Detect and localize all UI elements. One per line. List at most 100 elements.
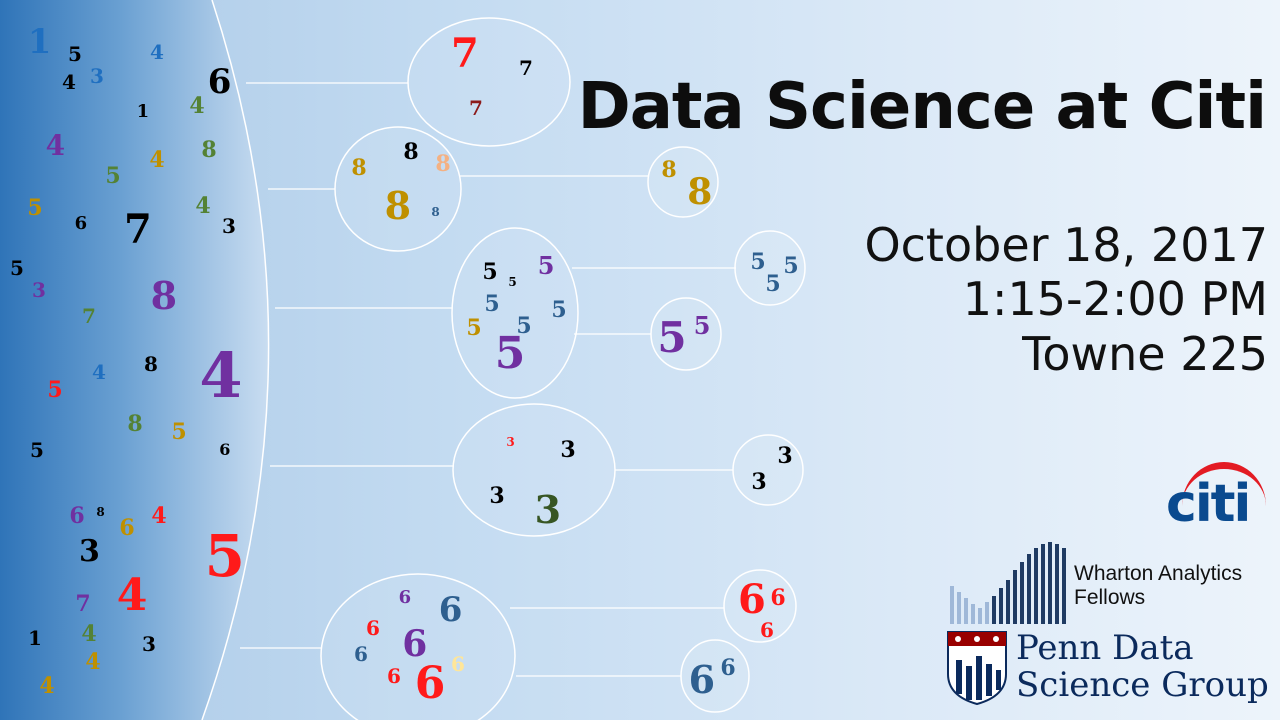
penn-line1: Penn Data: [1016, 628, 1194, 668]
scatter-digit-3: 3: [90, 64, 104, 88]
cluster-digit-8: 8: [661, 157, 677, 183]
scatter-digit-8: 8: [144, 352, 158, 376]
cluster-digit-5: 5: [783, 253, 799, 279]
event-location: Towne 225: [1022, 326, 1268, 381]
cluster-digit-6: 6: [738, 576, 766, 623]
wharton-logo-text: Wharton Analytics Fellows: [1074, 562, 1242, 610]
scatter-digit-1: 1: [136, 101, 150, 122]
scatter-digit-3: 3: [142, 632, 156, 656]
scatter-digit-6: 6: [74, 213, 88, 234]
cluster-digit-5: 5: [484, 291, 500, 317]
scatter-digit-5: 5: [68, 42, 82, 66]
citi-arc-icon: [1182, 462, 1266, 506]
cluster-digit-6: 6: [414, 658, 446, 709]
penn-line2: Science Group: [1016, 664, 1269, 705]
cluster-digit-7: 7: [519, 56, 533, 80]
scatter-digit-3: 3: [79, 534, 100, 569]
cluster-digit-5: 5: [494, 328, 526, 379]
cluster-digit-5: 5: [537, 251, 555, 280]
scatter-digit-5: 5: [47, 377, 63, 403]
cluster-digit-8: 8: [403, 139, 419, 165]
cluster-digit-6: 6: [387, 664, 401, 688]
cluster-digit-5: 5: [657, 313, 687, 362]
cluster-digit-5: 5: [482, 259, 498, 285]
scatter-digit-4: 4: [150, 40, 164, 64]
penn-logo-text: Penn Data Science Group: [1016, 630, 1269, 703]
scatter-digit-5: 5: [204, 522, 245, 590]
wharton-line1: Wharton Analytics: [1074, 562, 1243, 585]
citi-logo: citi: [1160, 460, 1280, 540]
cluster-digit-3: 3: [489, 483, 505, 509]
cluster-digit-5: 5: [508, 275, 517, 289]
scatter-digit-4: 4: [195, 193, 211, 219]
cluster-digit-6: 6: [720, 655, 736, 681]
scatter-digit-3: 3: [32, 278, 46, 302]
wharton-line2: Fellows: [1074, 586, 1146, 610]
scatter-digit-6: 6: [119, 515, 135, 541]
cluster-digit-3: 3: [777, 443, 793, 469]
event-details: October 18, 2017 1:15-2:00 PM Towne 225: [864, 218, 1268, 381]
scatter-digit-4: 4: [39, 673, 55, 699]
cluster-digit-6: 6: [438, 590, 463, 630]
source-pool-edge: [201, 0, 270, 720]
cluster-digit-6: 6: [366, 616, 380, 640]
cluster-digit-5: 5: [693, 311, 711, 340]
slide-title: Data Science at Citi: [577, 70, 1267, 144]
cluster-5b-sub-circle: [650, 297, 722, 371]
scatter-digit-4: 4: [116, 570, 148, 621]
tree-connectors: [240, 82, 736, 677]
cluster-digit-8: 8: [384, 183, 412, 228]
scatter-digit-5: 5: [105, 163, 121, 189]
cluster-5-circle: [451, 227, 579, 399]
cluster-3-circle: [452, 403, 616, 537]
cluster-digit-5: 5: [750, 249, 766, 275]
cluster-digit-5: 5: [466, 315, 482, 341]
event-date: October 18, 2017: [864, 218, 1268, 272]
scatter-digit-8: 8: [96, 505, 105, 519]
scatter-digit-6: 6: [69, 503, 85, 529]
cluster-8-sub-circle: [647, 146, 719, 218]
scatter-digit-7: 7: [75, 591, 91, 617]
cluster-digit-8: 8: [435, 151, 451, 177]
scatter-digit-3: 3: [222, 214, 236, 238]
cluster-6a-sub-circle: [723, 569, 797, 643]
cluster-digit-7: 7: [469, 96, 483, 120]
cluster-digit-5: 5: [516, 313, 532, 339]
cluster-digit-6: 6: [770, 585, 786, 611]
scatter-digit-5: 5: [30, 438, 44, 462]
scatter-digit-4: 4: [149, 147, 165, 173]
cluster-6-circle: [320, 573, 516, 720]
scatter-digit-7: 7: [82, 304, 96, 328]
cluster-digit-8: 8: [431, 205, 440, 219]
scatter-digit-4: 4: [85, 649, 101, 675]
cluster-digit-3: 3: [506, 435, 515, 449]
cluster-circles: [320, 17, 806, 720]
scatter-digit-1: 1: [28, 626, 42, 650]
cluster-digit-7: 7: [451, 30, 479, 77]
scatter-digit-4: 4: [151, 503, 167, 529]
event-time: 1:15-2:00 PM: [962, 272, 1268, 327]
scatter-digit-1: 1: [27, 22, 52, 62]
source-pool-region: [0, 0, 269, 720]
scatter-digit-5: 5: [171, 419, 187, 445]
scatter-digit-4: 4: [62, 70, 76, 94]
cluster-digit-5: 5: [765, 271, 781, 297]
cluster-digit-5: 5: [551, 297, 567, 323]
cluster-3-sub-circle: [732, 434, 804, 506]
cluster-digit-6: 6: [760, 618, 774, 642]
cluster-6b-sub-circle: [680, 639, 750, 713]
cluster-digit-8: 8: [351, 155, 367, 181]
cluster-digit-3: 3: [751, 469, 767, 495]
scatter-digit-4: 4: [92, 360, 106, 384]
scatter-digit-8: 8: [127, 411, 143, 437]
citi-wordmark: citi: [1166, 474, 1251, 534]
cluster-7-circle: [407, 17, 571, 147]
cluster-digit-6: 6: [402, 623, 428, 665]
scatter-digit-4: 4: [189, 93, 205, 119]
cluster-digit-8: 8: [687, 171, 713, 213]
scatter-digit-4: 4: [199, 339, 243, 412]
scatter-digit-5: 5: [27, 195, 43, 221]
scatter-digit-5: 5: [10, 256, 24, 280]
scatter-digit-4: 4: [81, 621, 97, 647]
